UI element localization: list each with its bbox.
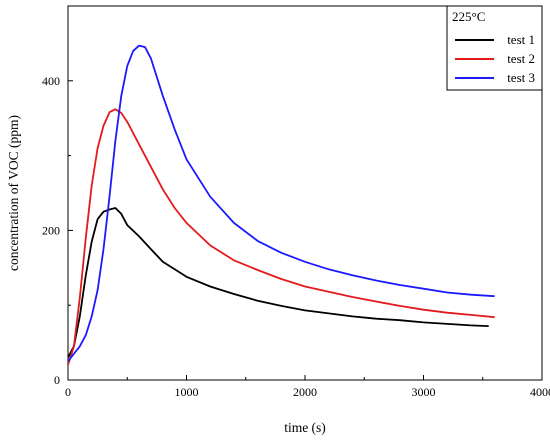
series-line-test-3	[68, 44, 495, 362]
series-line-test-1	[68, 207, 489, 359]
series-group	[68, 44, 495, 366]
y-tick-label: 0	[54, 373, 60, 387]
y-tick-label: 400	[42, 74, 60, 88]
x-axis-label: time (s)	[284, 420, 326, 435]
series-line-test-2	[68, 108, 495, 366]
legend: 225°C test 1 test 2 test 3	[446, 5, 543, 91]
y-tick-label: 200	[42, 223, 60, 237]
legend-label-test-1: test 1	[507, 32, 535, 47]
x-tick-label: 1000	[175, 385, 199, 399]
legend-label-test-2: test 2	[507, 51, 535, 66]
legend-box	[446, 5, 543, 91]
x-tick-label: 2000	[293, 385, 317, 399]
x-tick-label: 0	[65, 385, 71, 399]
y-axis: 0 200 400	[42, 74, 73, 387]
y-axis-label: concentration of VOC (ppm)	[6, 115, 21, 271]
legend-title: 225°C	[452, 9, 485, 24]
legend-label-test-3: test 3	[507, 70, 535, 85]
x-tick-label: 3000	[412, 385, 436, 399]
